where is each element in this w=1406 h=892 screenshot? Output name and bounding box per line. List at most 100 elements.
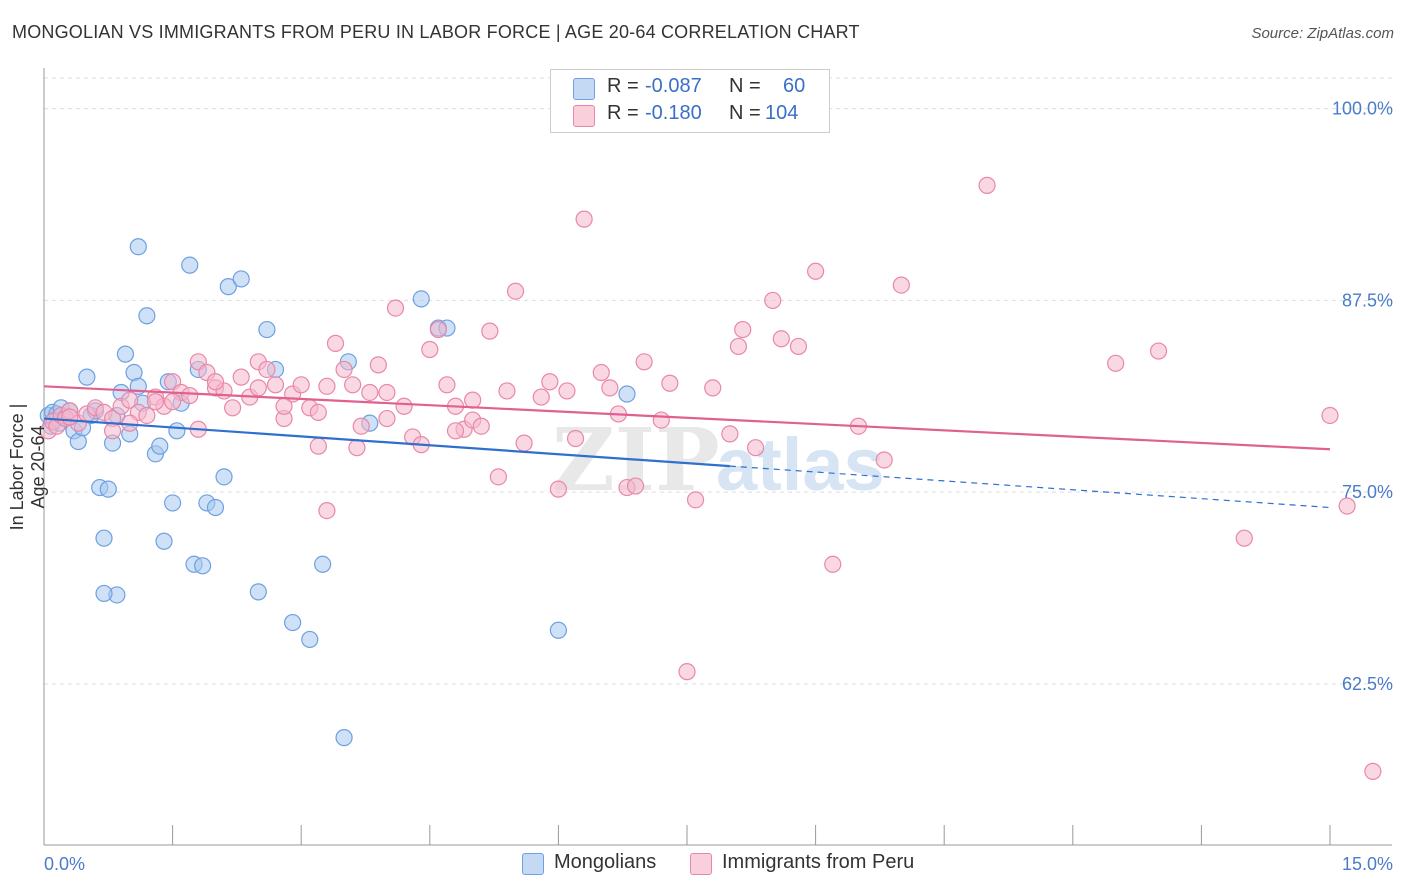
peru-point xyxy=(772,330,790,348)
peru-point xyxy=(206,373,225,391)
peru-point xyxy=(592,363,610,382)
peru-point xyxy=(378,409,396,428)
mongolian-point xyxy=(284,613,302,632)
peru-point xyxy=(575,210,593,228)
mongolian-point xyxy=(138,307,156,325)
peru-point xyxy=(472,417,490,435)
legend-r-label: R = xyxy=(607,102,639,124)
mongolian-point xyxy=(549,621,568,639)
legend-n-label: N = xyxy=(729,75,761,97)
peru-point xyxy=(549,480,568,498)
y-tick-label: 75.0% xyxy=(1342,482,1393,502)
correlation-legend: R = -0.087 N = 60 R = -0.180 N = 104 xyxy=(550,69,830,133)
mongolian-point xyxy=(155,532,173,550)
x-tick-label: 15.0% xyxy=(1342,854,1393,874)
peru-point xyxy=(378,383,396,402)
legend-label-mongolians: Mongolians xyxy=(554,851,657,873)
mongolian-point xyxy=(151,437,169,455)
peru-point xyxy=(498,382,516,400)
mongolian-point xyxy=(618,385,636,403)
mongolian-point xyxy=(335,729,353,747)
mongolian-point xyxy=(168,422,186,440)
peru-point xyxy=(318,377,336,395)
peru-point xyxy=(352,417,370,435)
peru-point xyxy=(275,397,293,415)
peru-point xyxy=(661,374,679,392)
peru-point xyxy=(103,422,122,440)
peru-point xyxy=(164,393,182,411)
peru-point xyxy=(532,388,550,406)
peru-point xyxy=(361,383,379,402)
mongolian-point xyxy=(232,270,250,288)
mongolian-point xyxy=(129,238,147,256)
peru-point xyxy=(395,397,413,415)
peru-point xyxy=(541,373,559,391)
peru-point xyxy=(1321,406,1339,425)
peru-point xyxy=(789,337,808,356)
peru-point xyxy=(318,501,336,520)
peru-point xyxy=(515,434,533,452)
peru-point xyxy=(232,368,250,386)
mongolian-point xyxy=(181,256,199,274)
peru-point xyxy=(1149,342,1168,360)
peru-point xyxy=(1338,497,1356,515)
mongolian-point xyxy=(194,557,212,575)
peru-point xyxy=(506,282,525,300)
peru-point xyxy=(266,376,285,394)
peru-point xyxy=(489,468,507,486)
peru-point xyxy=(734,320,752,339)
peru-trend-line xyxy=(43,385,1331,451)
mongolian-point xyxy=(164,494,182,512)
mongolian-point xyxy=(249,583,267,601)
y-axis-title: In Labor Force | Age 20-64 xyxy=(7,403,48,531)
legend-n-label: N = xyxy=(729,102,761,124)
mongolian-point xyxy=(412,290,430,308)
peru-point xyxy=(1235,529,1253,547)
peru-point xyxy=(138,406,156,425)
legend-swatch-peru xyxy=(573,105,595,127)
peru-point xyxy=(464,391,482,409)
y-tick-label: 62.5% xyxy=(1342,674,1393,694)
peru-point xyxy=(892,276,910,294)
peru-point xyxy=(704,379,722,397)
mongolian-trend-line xyxy=(43,417,730,468)
legend-n-value: 60 xyxy=(783,75,806,97)
peru-point xyxy=(481,322,499,340)
legend-n-value: 104 xyxy=(765,102,799,124)
mongolian-point xyxy=(95,529,113,547)
chart-title: MONGOLIAN VS IMMIGRANTS FROM PERU IN LAB… xyxy=(12,22,860,42)
mongolian-point xyxy=(116,345,135,363)
peru-point xyxy=(421,340,439,359)
peru-point xyxy=(566,429,585,448)
peru-point xyxy=(1364,762,1382,780)
peru-point xyxy=(558,382,576,400)
peru-point xyxy=(678,663,696,681)
mongolian-point xyxy=(99,480,117,498)
series-legend: Mongolians Immigrants from Peru xyxy=(0,851,1406,879)
y-tick-label: 87.5% xyxy=(1342,290,1393,310)
peru-point xyxy=(446,422,465,440)
peru-point xyxy=(729,337,748,356)
peru-point xyxy=(978,176,996,194)
mongolian-point xyxy=(314,555,332,573)
peru-point xyxy=(309,403,327,422)
legend-r-value: -0.180 xyxy=(645,102,702,124)
legend-swatch-mongolians xyxy=(573,78,595,100)
peru-point xyxy=(635,353,653,371)
peru-point xyxy=(61,408,79,426)
peru-point xyxy=(121,391,139,409)
peru-point xyxy=(875,451,893,469)
legend-r-label: R = xyxy=(607,75,639,97)
mongolian-point xyxy=(95,584,113,603)
peru-point xyxy=(258,360,276,379)
peru-point xyxy=(292,376,310,394)
peru-point xyxy=(181,386,199,405)
peru-point xyxy=(721,425,739,443)
peru-point xyxy=(369,356,387,374)
peru-point xyxy=(824,555,842,573)
peru-point xyxy=(626,477,645,495)
mongolian-point xyxy=(78,368,96,386)
peru-point xyxy=(249,379,267,397)
y-tick-label: 100.0% xyxy=(1332,99,1393,119)
